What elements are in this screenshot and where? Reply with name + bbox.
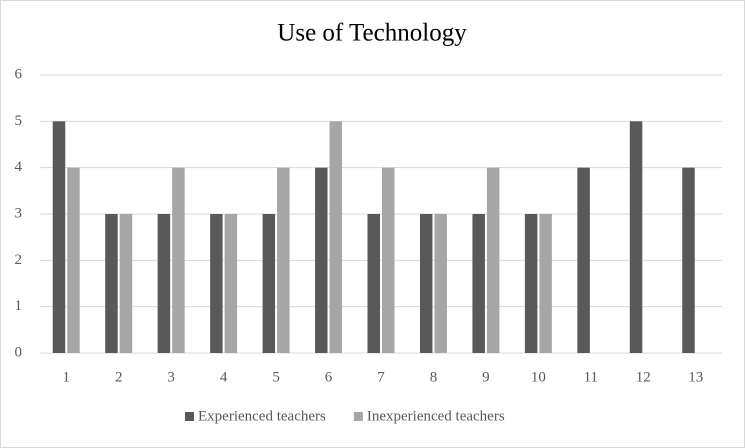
bar	[472, 214, 485, 353]
x-tick-label: 5	[272, 369, 280, 385]
legend-swatch	[353, 412, 363, 421]
bar	[157, 214, 171, 353]
x-tick-label: 8	[430, 369, 438, 385]
bar	[210, 214, 223, 353]
x-tick-label: 9	[482, 369, 490, 385]
bar	[105, 214, 118, 353]
x-tick-label: 11	[584, 369, 598, 385]
x-tick-label: 13	[688, 369, 703, 385]
bar	[524, 214, 538, 353]
legend-label: Experienced teachers	[198, 408, 326, 424]
x-tick-label: 7	[377, 369, 385, 385]
y-tick-label: 4	[15, 159, 23, 175]
x-tick-label: 3	[167, 369, 175, 385]
x-tick-label: 4	[220, 369, 228, 385]
bar	[682, 167, 695, 353]
y-tick-label: 1	[15, 298, 23, 314]
bar	[629, 121, 643, 353]
y-tick-label: 2	[15, 252, 23, 268]
bar	[539, 214, 552, 353]
y-tick-label: 6	[15, 66, 23, 82]
x-tick-label: 2	[115, 369, 123, 385]
y-tick-label: 3	[15, 205, 23, 221]
bar	[419, 214, 433, 353]
bar	[382, 167, 395, 353]
bar	[277, 167, 290, 353]
bar	[367, 214, 380, 353]
bar	[119, 214, 133, 353]
bar	[224, 214, 238, 353]
bar	[434, 214, 447, 353]
bar	[486, 167, 500, 353]
chart-title: Use of Technology	[277, 20, 467, 47]
bar	[577, 167, 590, 353]
bar	[172, 167, 185, 353]
x-tick-label: 1	[62, 369, 70, 385]
y-tick-label: 0	[15, 344, 23, 360]
x-tick-label: 12	[636, 369, 651, 385]
legend-label: Inexperienced teachers	[367, 408, 505, 424]
x-tick-label: 6	[325, 369, 333, 385]
x-tick-label: 10	[531, 369, 546, 385]
y-tick-label: 5	[15, 113, 23, 129]
bar	[52, 121, 66, 353]
legend-swatch	[185, 412, 194, 421]
bar	[329, 121, 343, 353]
bar	[67, 167, 80, 353]
bar	[315, 167, 328, 353]
bar	[262, 214, 276, 353]
